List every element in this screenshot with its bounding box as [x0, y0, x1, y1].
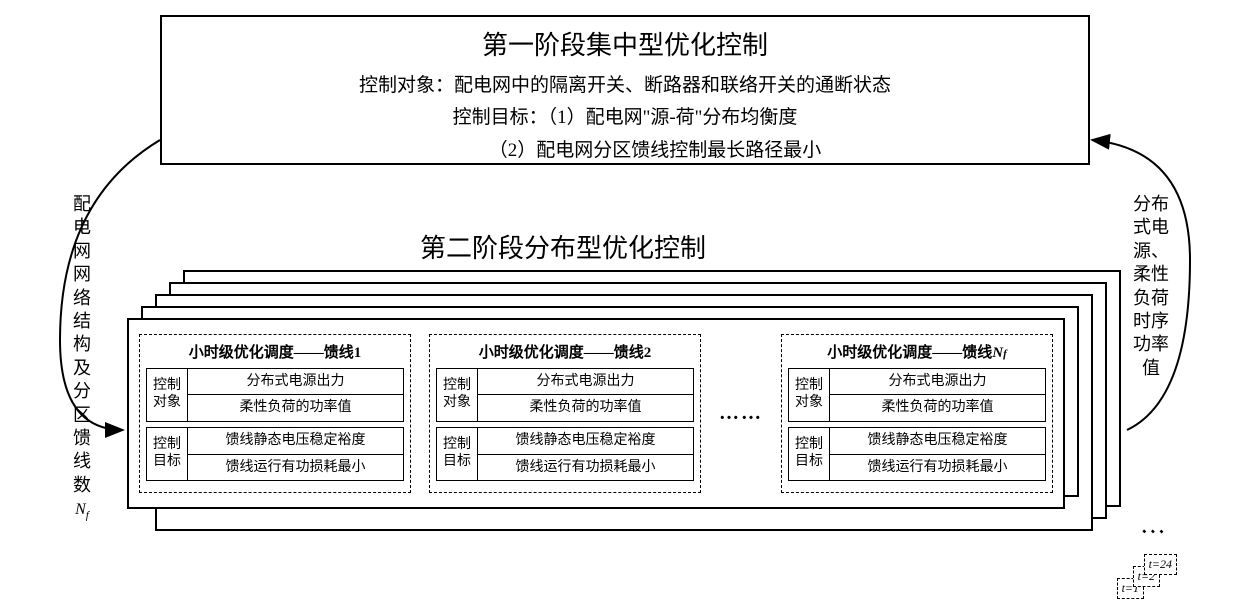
right-arrow-text: 分布式电源、柔性负荷时序功率值	[1133, 194, 1169, 378]
stage2-stack: 小时级优化调度——馈线1控制对象分布式电源出力柔性负荷的功率值控制目标馈线静态电…	[120, 270, 1125, 515]
feeder-control-object-section: 控制对象分布式电源出力柔性负荷的功率值	[146, 368, 404, 422]
control-object-label: 控制对象	[146, 368, 188, 422]
control-object-row: 柔性负荷的功率值	[830, 395, 1046, 422]
stage1-box: 第一阶段集中型优化控制 控制对象：配电网中的隔离开关、断路器和联络开关的通断状态…	[160, 15, 1090, 165]
control-target-label: 控制目标	[146, 427, 188, 481]
feeder-card-2: 小时级优化调度——馈线2控制对象分布式电源出力柔性负荷的功率值控制目标馈线静态电…	[429, 334, 701, 493]
feeder-ellipsis: ……	[719, 402, 763, 425]
time-tag-24: t=24	[1144, 554, 1177, 575]
right-arrow-label: 分布式电源、柔性负荷时序功率值	[1131, 193, 1171, 380]
control-object-label: 控制对象	[436, 368, 478, 422]
feeder-control-object-section: 控制对象分布式电源出力柔性负荷的功率值	[788, 368, 1046, 422]
control-target-rows: 馈线静态电压稳定裕度馈线运行有功损耗最小	[830, 427, 1046, 481]
control-target-label: 控制目标	[788, 427, 830, 481]
control-target-row: 馈线静态电压稳定裕度	[478, 427, 694, 455]
control-object-rows: 分布式电源出力柔性负荷的功率值	[830, 368, 1046, 422]
control-target-row: 馈线运行有功损耗最小	[188, 455, 404, 482]
left-arrow-label: 配电网网络结构及分区馈线数 Nf	[72, 193, 92, 523]
feeder-card-N: 小时级优化调度——馈线Nf控制对象分布式电源出力柔性负荷的功率值控制目标馈线静态…	[781, 334, 1053, 493]
control-object-row: 分布式电源出力	[478, 368, 694, 396]
stage2-title: 第二阶段分布型优化控制	[420, 228, 706, 265]
feeder-control-target-section: 控制目标馈线静态电压稳定裕度馈线运行有功损耗最小	[788, 427, 1046, 481]
control-object-row: 柔性负荷的功率值	[478, 395, 694, 422]
control-object-rows: 分布式电源出力柔性负荷的功率值	[478, 368, 694, 422]
feeder-title: 小时级优化调度——馈线1	[146, 341, 404, 362]
left-arrow-var: N	[75, 501, 86, 518]
control-object-row: 柔性负荷的功率值	[188, 395, 404, 422]
control-target-label: 控制目标	[436, 427, 478, 481]
control-object-row: 分布式电源出力	[830, 368, 1046, 396]
control-object-row: 分布式电源出力	[188, 368, 404, 396]
stage1-control-object: 控制对象：配电网中的隔离开关、断路器和联络开关的通断状态	[162, 70, 1088, 102]
control-target-row: 馈线运行有功损耗最小	[830, 455, 1046, 482]
control-object-rows: 分布式电源出力柔性负荷的功率值	[188, 368, 404, 422]
feeder-title: 小时级优化调度——馈线Nf	[788, 341, 1046, 362]
control-target-row: 馈线运行有功损耗最小	[478, 455, 694, 482]
left-arrow-text: 配电网网络结构及分区馈线数	[73, 194, 91, 495]
stack-layer-front: 小时级优化调度——馈线1控制对象分布式电源出力柔性负荷的功率值控制目标馈线静态电…	[127, 318, 1065, 509]
control-target-rows: 馈线静态电压稳定裕度馈线运行有功损耗最小	[478, 427, 694, 481]
control-object-label: 控制对象	[788, 368, 830, 422]
time-tag-dots: ⋱	[1139, 518, 1167, 546]
feeder-card-1: 小时级优化调度——馈线1控制对象分布式电源出力柔性负荷的功率值控制目标馈线静态电…	[139, 334, 411, 493]
left-arrow-sub: f	[86, 510, 89, 522]
control-target-row: 馈线静态电压稳定裕度	[830, 427, 1046, 455]
feeder-control-object-section: 控制对象分布式电源出力柔性负荷的功率值	[436, 368, 694, 422]
control-target-row: 馈线静态电压稳定裕度	[188, 427, 404, 455]
control-target-rows: 馈线静态电压稳定裕度馈线运行有功损耗最小	[188, 427, 404, 481]
stage1-title: 第一阶段集中型优化控制	[162, 25, 1088, 62]
feeder-control-target-section: 控制目标馈线静态电压稳定裕度馈线运行有功损耗最小	[146, 427, 404, 481]
stage1-control-target-2: （2）配电网分区馈线控制最长路径最小	[162, 135, 1088, 167]
feeder-title: 小时级优化调度——馈线2	[436, 341, 694, 362]
stage1-control-target-1: 控制目标：（1）配电网"源-荷"分布均衡度	[162, 102, 1088, 134]
feeder-control-target-section: 控制目标馈线静态电压稳定裕度馈线运行有功损耗最小	[436, 427, 694, 481]
